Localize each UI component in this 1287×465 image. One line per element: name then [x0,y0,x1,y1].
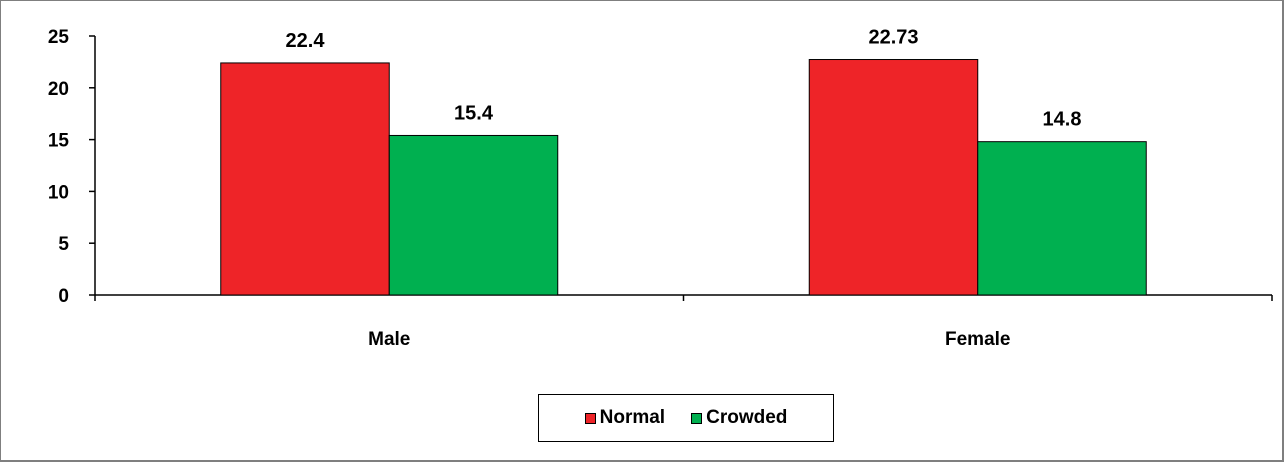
legend: Normal Crowded [538,394,834,442]
data-label-normal-female: 22.73 [868,27,918,49]
bar-normal-female [808,59,979,296]
y-tick-label: 25 [48,27,70,48]
legend-label-normal: Normal [599,407,666,428]
y-tick-label: 15 [48,131,70,152]
y-tick-label: 0 [58,286,69,307]
data-label-normal-male: 22.4 [286,30,326,52]
legend-item-crowded: Crowded [691,407,787,429]
y-tick-label: 10 [48,182,69,203]
data-labels: 22.4 15.4 22.73 14.8 [286,27,1082,131]
y-tick-label: 5 [58,234,69,255]
legend-swatch-crowded [691,412,703,424]
data-label-crowded-male: 15.4 [454,102,494,124]
x-category-label: Male [368,329,410,350]
legend-swatch-normal [584,412,596,424]
bar-crowded-female [977,141,1147,296]
legend-item-normal: Normal [584,407,666,429]
y-tick-label: 20 [48,79,69,100]
data-label-crowded-female: 14.8 [1043,109,1082,131]
x-category-label: Female [945,329,1010,350]
bar-normal-male [220,62,390,296]
bars [220,59,1147,296]
legend-label-crowded: Crowded [706,407,788,428]
bar-crowded-male [388,134,559,296]
